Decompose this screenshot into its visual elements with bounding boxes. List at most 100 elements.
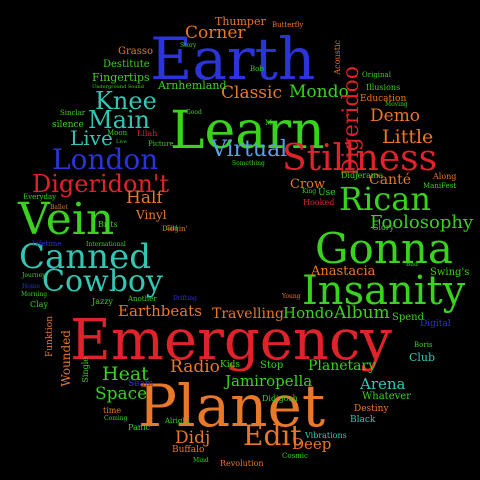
word-vinyl: Vinyl [136, 208, 167, 222]
word-single: Single [81, 357, 90, 383]
word-didjerama: Didjerama [341, 171, 384, 180]
word-didgin: Didgin' [162, 225, 188, 233]
word-half: Half [126, 188, 163, 208]
word-mondo: Mondo [289, 82, 349, 102]
word-acoustic: Acoustic [333, 40, 342, 75]
word-cosmic: Cosmic [282, 452, 308, 460]
word-little: Little [382, 126, 434, 148]
word-crow: Crow [290, 177, 326, 192]
word-underground: Underground Sound [92, 84, 144, 90]
word-edit: Edit [243, 419, 302, 452]
word-london: London [52, 143, 159, 176]
word-use: Use [318, 188, 336, 198]
word-mr: Mr [265, 119, 276, 127]
word-hondo: Hondo [283, 304, 334, 322]
word-deep: Deep [292, 435, 332, 453]
word-vibrations: Vibrations [305, 431, 347, 440]
word-another: Another [128, 295, 157, 303]
word-foolosophy: Foolosophy [370, 212, 474, 233]
word-journey: Journey [22, 272, 46, 279]
word-arnhemland: Arnhemland [158, 79, 227, 92]
word-sinclar: Sinclar [60, 109, 86, 117]
word-alright: Alright [165, 417, 190, 425]
word-black: Black [350, 415, 376, 425]
word-education: Education [360, 94, 407, 104]
word-glory: Glory [372, 223, 395, 232]
word-butterfly: Butterfly [272, 21, 304, 29]
word-destiny: Destiny [354, 404, 389, 414]
word-something: Something [232, 160, 265, 167]
word-didj: Didj [175, 428, 211, 448]
word-fingertips: Fingertips [92, 71, 150, 84]
word-seam: Seam [128, 379, 154, 389]
word-lilah: Lilah [137, 129, 158, 138]
word-illusions: Illusions [366, 83, 401, 92]
word-planet: Planet [138, 372, 326, 440]
word-time: time [103, 406, 122, 415]
word-rican: Rican [339, 180, 431, 218]
word-hooked: Hooked [303, 198, 335, 207]
word-brits: Brits [98, 220, 118, 229]
word-girl: Girl [166, 225, 178, 232]
word-home: Home [22, 283, 41, 290]
word-demo: Demo [370, 106, 421, 126]
word-kids: Kids [220, 360, 240, 370]
word-everyday: Everyday [23, 193, 57, 201]
word-club: Club [409, 351, 436, 364]
word-along: Along [433, 172, 457, 181]
word-radio: Radio [170, 357, 220, 377]
word-insanity: Insanity [302, 268, 466, 314]
word-original: Original [362, 71, 391, 79]
word-travelling: Travelling [212, 306, 284, 322]
word-earthbeats: Earthbeats [118, 302, 202, 320]
word-morning: Morning [21, 291, 48, 298]
word-jamiropella: Jamiropella [225, 372, 313, 390]
word-digeridont: Digeridon't [32, 170, 170, 198]
word-picture: Picture [148, 140, 174, 148]
word-jazzy: Jazzy [92, 297, 113, 306]
word-young: Young [282, 293, 301, 300]
word-lifetime: Lifetime [32, 240, 62, 248]
word-learn: Learn [170, 101, 325, 161]
word-moon: Moon [107, 129, 128, 137]
word-virtual: Virtual [211, 137, 288, 162]
word-buffalo: Buffalo [172, 445, 205, 455]
word-corner: Corner [185, 23, 246, 43]
word-didjgosh: Didjgosh [262, 394, 298, 403]
word-grasso: Grasso [118, 46, 154, 57]
word-heat: Heat [102, 363, 149, 385]
word-drifting: Drifting [173, 295, 197, 302]
word-clay: Clay [30, 300, 48, 309]
word-stillness: Stillness [282, 138, 438, 179]
word-gonna: Gonna [315, 224, 453, 273]
word-international: International [86, 241, 126, 248]
word-good: Good [186, 109, 202, 116]
word-canned: Canned [19, 237, 151, 277]
word-cante: Canté [369, 172, 411, 188]
word-whatever: Whatever [362, 391, 411, 402]
word-boris: Boris [414, 341, 433, 349]
word-funktion: Funktion [45, 316, 55, 358]
word-vein: Vein [18, 194, 115, 245]
word-stop: Stop [260, 360, 284, 371]
word-anastacia: Anastacia [311, 264, 376, 279]
word-king: King [302, 188, 317, 195]
word-ballet: Ballet [50, 204, 68, 211]
word-cowboy: Cowboy [42, 264, 163, 299]
word-bad: Bad [406, 261, 418, 268]
word-moving: Moving [385, 101, 408, 108]
word-main: Main [88, 106, 151, 134]
word-earth: Earth [150, 25, 316, 93]
word-digeridoo: Digeridoo [339, 66, 364, 176]
word-revolution: Revolution [220, 459, 264, 468]
word-story: Story [180, 42, 197, 49]
word-emergency: Emergency [70, 308, 392, 373]
word-digital: Digital [420, 319, 451, 329]
word-spend: Spend [392, 312, 425, 323]
word-arena: Arena [360, 375, 406, 393]
word-mind: Mind [193, 457, 209, 464]
word-planetary: Planetary [308, 358, 377, 374]
word-coming: Coming [104, 415, 128, 422]
word-swings: Swing's [430, 267, 470, 278]
